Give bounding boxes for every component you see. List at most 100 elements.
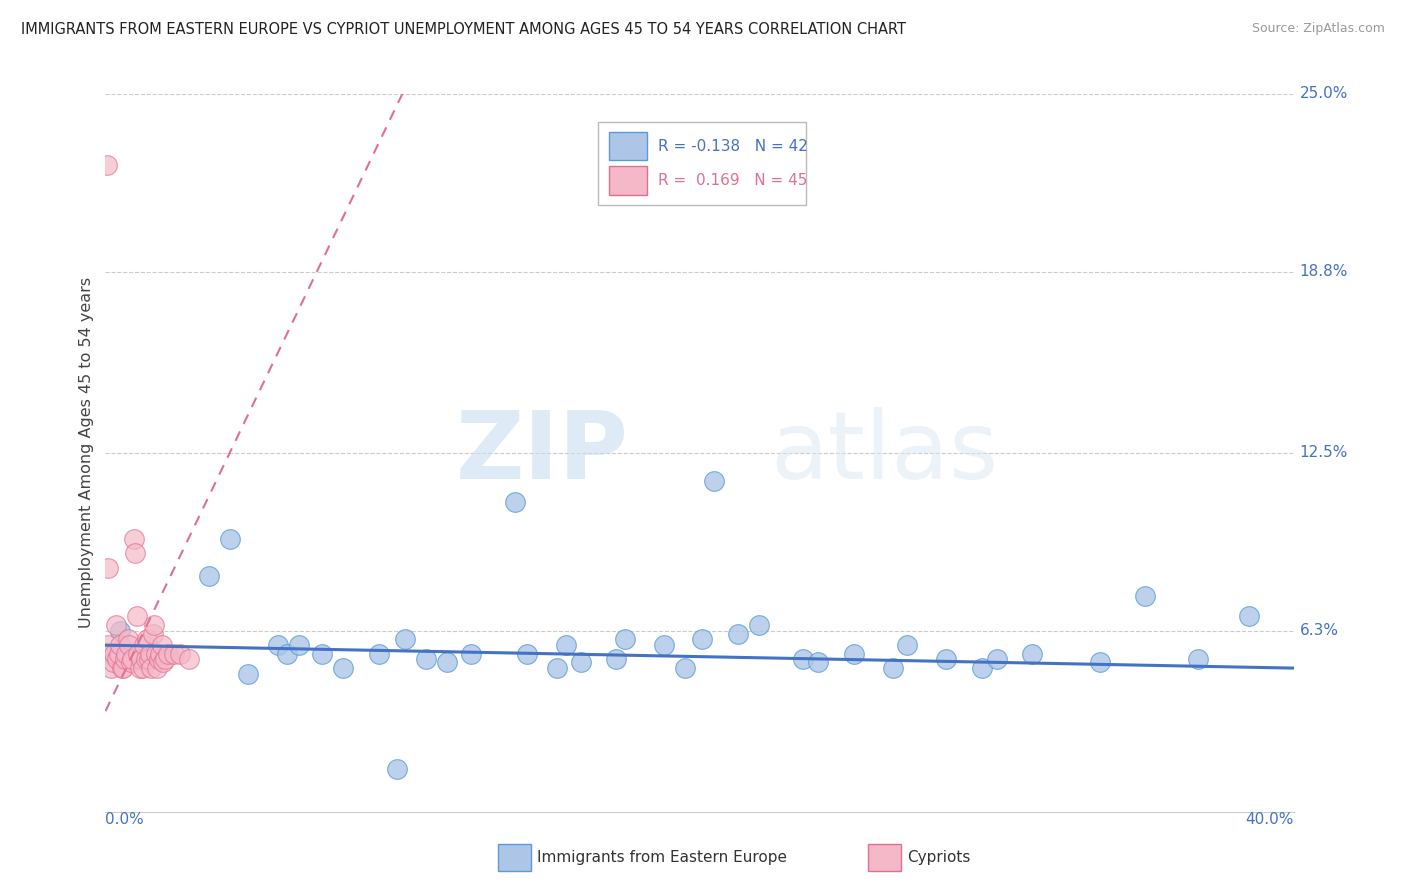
Point (673, 661, 696, 675)
Point (97, 638, 120, 652)
Point (98, 647, 121, 661)
Point (692, 632, 714, 647)
Point (605, 652, 627, 666)
Text: 40.0%: 40.0% (1246, 812, 1294, 827)
Point (150, 638, 173, 652)
Point (97, 560, 120, 574)
Text: 12.5%: 12.5% (1299, 445, 1348, 460)
Point (117, 632, 139, 647)
Point (163, 647, 186, 661)
FancyBboxPatch shape (599, 122, 807, 205)
Point (935, 652, 957, 666)
Point (287, 638, 309, 652)
Point (703, 475, 725, 489)
Point (169, 647, 191, 661)
Point (896, 638, 918, 652)
Point (143, 618, 166, 632)
Point (145, 647, 167, 661)
Point (120, 656, 142, 670)
Text: 6.3%: 6.3% (1299, 624, 1339, 639)
Point (367, 647, 389, 661)
Point (103, 647, 125, 661)
Point (108, 647, 131, 661)
Point (135, 652, 157, 666)
Point (132, 638, 155, 652)
Point (156, 647, 179, 661)
Point (177, 652, 200, 666)
Point (118, 638, 141, 652)
Point (1237, 609, 1260, 624)
Point (842, 647, 865, 661)
Point (385, 762, 408, 776)
Point (460, 647, 482, 661)
Text: ZIP: ZIP (456, 407, 628, 499)
Point (114, 652, 136, 666)
Point (111, 661, 134, 675)
Point (546, 661, 568, 675)
Point (1090, 656, 1112, 670)
FancyBboxPatch shape (609, 166, 647, 195)
Point (882, 661, 904, 675)
Text: Cypriots: Cypriots (907, 850, 970, 864)
Point (569, 656, 592, 670)
Point (1133, 590, 1156, 604)
Point (219, 532, 242, 546)
FancyBboxPatch shape (609, 132, 647, 161)
Point (124, 546, 146, 560)
Point (121, 652, 143, 666)
Point (110, 624, 132, 638)
Point (652, 638, 675, 652)
Point (127, 647, 149, 661)
Point (112, 661, 135, 675)
Point (748, 618, 770, 632)
Point (267, 638, 290, 652)
Text: 25.0%: 25.0% (1299, 87, 1348, 101)
Point (136, 632, 159, 647)
Point (110, 638, 132, 652)
Point (1021, 647, 1043, 661)
Text: 18.8%: 18.8% (1299, 264, 1348, 279)
Point (807, 656, 830, 670)
Point (332, 661, 354, 675)
Point (505, 494, 527, 508)
Point (101, 656, 124, 670)
Point (100, 661, 122, 675)
Point (394, 632, 416, 647)
Point (146, 661, 169, 675)
Point (276, 647, 298, 661)
Point (115, 647, 138, 661)
Text: R =  0.169   N = 45: R = 0.169 N = 45 (658, 173, 807, 188)
Point (970, 661, 993, 675)
Point (1187, 652, 1209, 666)
Point (139, 647, 162, 661)
Point (516, 647, 538, 661)
Text: Source: ZipAtlas.com: Source: ZipAtlas.com (1251, 22, 1385, 36)
Point (129, 652, 152, 666)
Point (104, 618, 127, 632)
Point (156, 647, 179, 661)
Point (122, 532, 145, 546)
Text: IMMIGRANTS FROM EASTERN EUROPE VS CYPRIOT UNEMPLOYMENT AMONG AGES 45 TO 54 YEARS: IMMIGRANTS FROM EASTERN EUROPE VS CYPRIO… (21, 22, 905, 37)
Point (986, 652, 1008, 666)
Point (149, 647, 172, 661)
Point (198, 569, 221, 583)
Point (415, 652, 437, 666)
Point (128, 661, 150, 675)
Point (311, 647, 333, 661)
Point (792, 652, 814, 666)
Point (236, 666, 259, 681)
Point (131, 661, 153, 675)
Point (153, 652, 176, 666)
Point (142, 626, 165, 640)
Point (138, 652, 160, 666)
Point (152, 656, 174, 670)
Point (96, 158, 118, 172)
Point (554, 638, 576, 652)
Text: 0.0%: 0.0% (105, 812, 145, 827)
Text: atlas: atlas (770, 407, 1000, 499)
Point (141, 661, 163, 675)
Text: Immigrants from Eastern Europe: Immigrants from Eastern Europe (537, 850, 787, 864)
Point (727, 626, 749, 640)
Point (105, 652, 128, 666)
Point (436, 656, 458, 670)
